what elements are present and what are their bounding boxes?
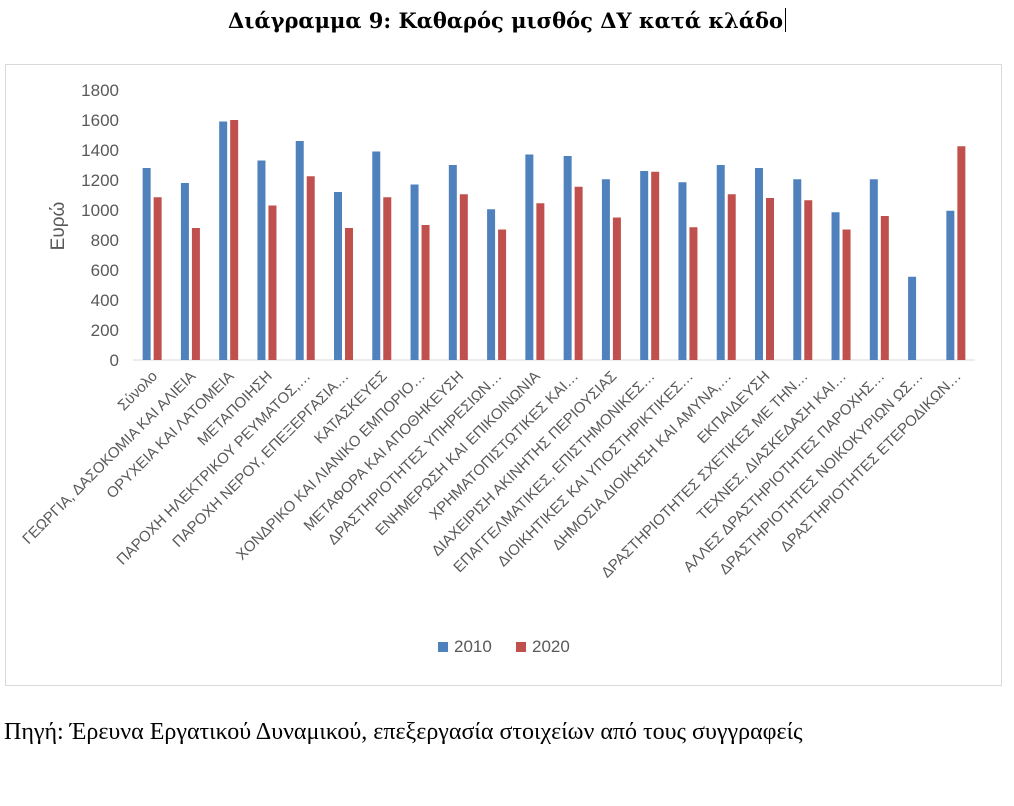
bar-2020-15 — [689, 227, 698, 360]
bar-2010-6 — [334, 192, 342, 360]
bar-2020-1 — [153, 197, 162, 360]
bar-2020-22 — [957, 146, 966, 360]
chart-title: Διάγραμμα 9: Καθαρός μισθός ΔΥ κατά κλάδ… — [0, 8, 1014, 33]
y-tick-label: 1600 — [81, 111, 119, 130]
bar-2010-10 — [487, 209, 496, 360]
bar-2010-7 — [372, 151, 381, 360]
bar-2020-4 — [268, 205, 277, 360]
legend-label-2010: 2010 — [454, 637, 492, 656]
bar-2010-16 — [716, 165, 725, 360]
legend-swatch-2020 — [516, 642, 526, 652]
bar-chart: 020040060080010001200140016001800ΕυρώΣύν… — [19, 81, 975, 656]
y-tick-label: 1000 — [81, 201, 119, 220]
bar-2020-3 — [230, 120, 239, 360]
bar-2010-13 — [601, 179, 610, 360]
bar-2020-11 — [536, 203, 545, 360]
bar-2010-18 — [793, 179, 802, 360]
bar-2020-2 — [191, 228, 200, 360]
bar-2010-1 — [142, 168, 151, 360]
bar-2020-17 — [766, 198, 774, 360]
chart-title-text: Διάγραμμα 9: Καθαρός μισθός ΔΥ κατά κλάδ… — [227, 8, 783, 33]
y-tick-label: 1200 — [81, 171, 119, 190]
y-axis-label: Ευρώ — [48, 201, 69, 250]
bar-2020-9 — [459, 194, 468, 360]
y-tick-label: 1400 — [81, 141, 119, 160]
bar-2020-16 — [727, 194, 736, 360]
bar-2010-9 — [448, 165, 457, 360]
bar-2010-12 — [563, 156, 572, 360]
bar-2010-11 — [525, 154, 534, 360]
bar-2010-2 — [180, 183, 189, 360]
bar-2020-7 — [383, 197, 392, 360]
bar-2020-5 — [306, 176, 315, 360]
source-note: Πηγή: Έρευνα Εργατικού Δυναμικού, επεξερ… — [4, 719, 803, 745]
bar-2020-18 — [804, 200, 813, 360]
bar-2010-22 — [946, 210, 955, 360]
bar-2010-3 — [219, 121, 228, 360]
text-cursor — [785, 8, 786, 32]
bar-2010-5 — [295, 141, 304, 360]
bar-2020-6 — [345, 228, 353, 360]
chart-area: 0 200 400 600 800 1000 1200 1400 1600 1800 Ευρώ Σύν… — [5, 64, 1002, 686]
bar-2020-19 — [842, 229, 851, 360]
legend-label-2020: 2020 — [532, 637, 570, 656]
bar-2020-20 — [880, 216, 889, 360]
bar-2010-4 — [257, 160, 266, 360]
bar-2010-15 — [678, 182, 687, 360]
y-tick-label: 600 — [91, 261, 119, 280]
bar-2010-14 — [640, 171, 649, 360]
bar-2020-12 — [574, 186, 583, 360]
bar-2020-14 — [651, 171, 660, 360]
bar-2010-17 — [755, 168, 763, 360]
bar-2020-8 — [421, 225, 430, 360]
bar-2010-19 — [831, 212, 840, 360]
bar-2010-21 — [908, 276, 917, 360]
bar-2010-8 — [410, 184, 419, 360]
bar-2020-13 — [612, 217, 621, 360]
y-tick-label: 400 — [91, 291, 119, 310]
bar-2020-10 — [498, 229, 507, 360]
y-tick-label: 200 — [91, 321, 119, 340]
bar-2010-20 — [869, 179, 878, 360]
y-tick-label: 1800 — [81, 81, 119, 100]
y-tick-label: 800 — [91, 231, 119, 250]
y-tick-label: 0 — [110, 351, 119, 370]
legend-swatch-2010 — [438, 642, 448, 652]
